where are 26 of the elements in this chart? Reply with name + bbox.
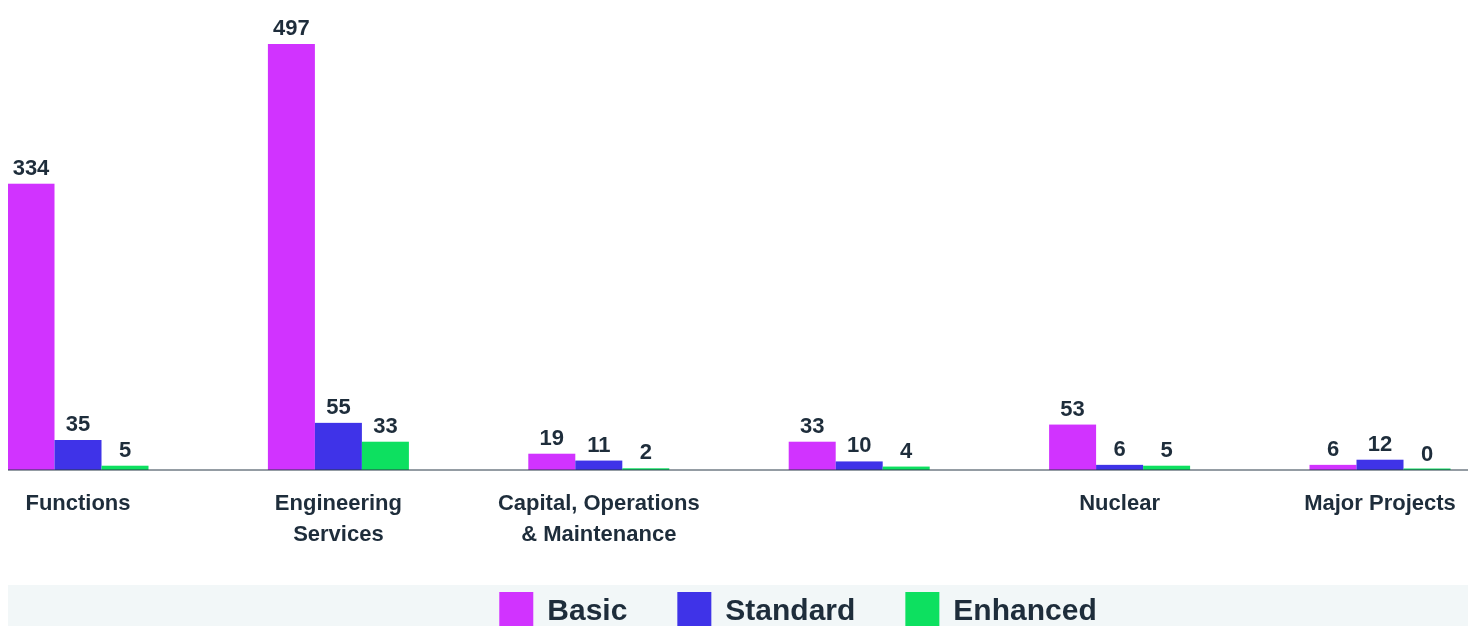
x-tick-label: Engineering Services [274, 490, 402, 546]
data-label: 5 [1160, 436, 1173, 462]
x-tick-label: Nuclear [1079, 490, 1161, 515]
data-label: 11 [587, 431, 611, 457]
data-label: 12 [1367, 430, 1393, 456]
data-label: 10 [846, 432, 872, 458]
data-label: 6 [1113, 435, 1126, 461]
data-label: 53 [1060, 395, 1085, 421]
data-label: 0 [1420, 441, 1434, 466]
data-label: 35 [65, 411, 91, 436]
legend-label: Enhanced [953, 593, 1097, 626]
data-label: 4 [900, 437, 914, 463]
data-label: 55 [326, 393, 351, 419]
x-tick-label: Functions [25, 490, 131, 515]
data-label: 334 [12, 154, 51, 180]
data-label: 33 [373, 412, 398, 438]
legend-label: Standard [725, 593, 856, 626]
data-label: 6 [1326, 435, 1340, 461]
data-label: 5 [118, 436, 132, 462]
data-label: 497 [273, 15, 310, 40]
x-tick-label: Major Projects [1304, 490, 1456, 515]
data-label: 19 [539, 424, 565, 450]
data-label: 33 [799, 412, 825, 438]
x-tick-label: Capital, Operations & Maintenance [497, 490, 700, 546]
data-label: 2 [639, 439, 652, 465]
legend-label: Basic [547, 593, 628, 626]
